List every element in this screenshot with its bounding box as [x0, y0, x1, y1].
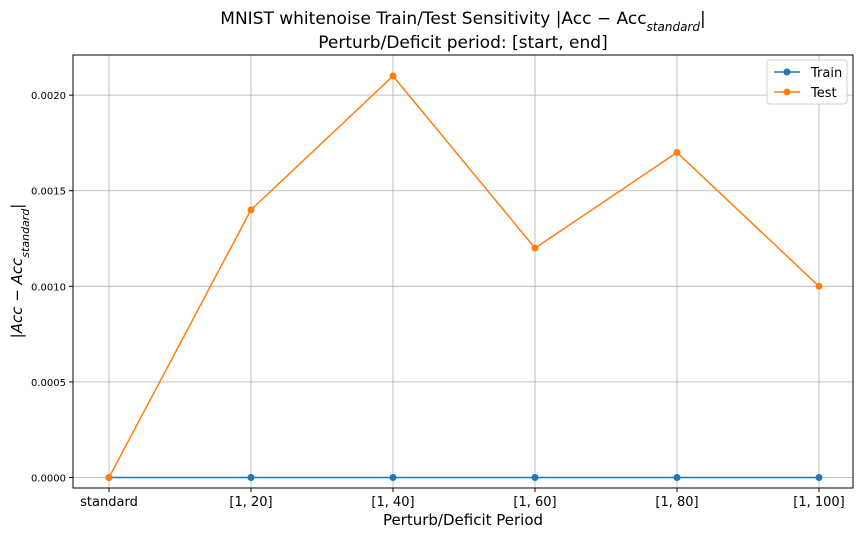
grid-lines	[73, 55, 853, 488]
x-tick-label: [1, 100]	[793, 495, 845, 510]
series-test	[105, 72, 823, 481]
x-tick-label: [1, 60]	[513, 495, 556, 510]
chart-subtitle: Perturb/Deficit period: [start, end]	[318, 33, 607, 53]
x-tick-label: [1, 80]	[655, 495, 698, 510]
series-line	[108, 74, 820, 478]
x-tick-label: [1, 40]	[371, 495, 414, 510]
data-point	[247, 473, 255, 481]
chart-title: MNIST whitenoise Train/Test Sensitivity …	[220, 9, 705, 34]
legend-item-test: Test	[774, 86, 837, 101]
legend-item-train: Train	[774, 66, 842, 81]
legend: Train Test	[766, 59, 848, 105]
legend-marker	[783, 68, 791, 76]
x-axis-label: Perturb/Deficit Period	[383, 511, 543, 529]
data-point	[389, 72, 397, 80]
legend-label: Test	[810, 86, 837, 101]
data-point	[389, 473, 397, 481]
y-axis-label-subscript: standard	[19, 208, 32, 258]
y-tick-label: 0.0005	[31, 378, 66, 389]
y-tick-label: 0.0020	[31, 91, 66, 102]
data-point	[673, 148, 681, 156]
data-point	[247, 206, 255, 214]
series-train	[105, 473, 823, 481]
legend-label: Train	[810, 66, 842, 81]
x-tick-label: [1, 20]	[229, 495, 272, 510]
plot-area: standard [1, 20] [1, 40] [1, 60] [1, 80] [1, …	[31, 54, 854, 510]
y-ticks: 0.0000 0.0005 0.0010 0.0015 0.0020	[31, 91, 73, 484]
x-tick-label: standard	[80, 495, 138, 510]
data-point	[531, 244, 539, 252]
data-point	[531, 473, 539, 481]
y-axis-label: |Acc − Accstandard|	[8, 204, 32, 339]
y-tick-label: 0.0015	[31, 187, 66, 198]
data-point	[105, 473, 113, 481]
y-tick-label: 0.0010	[31, 282, 66, 293]
x-ticks: standard [1, 20] [1, 40] [1, 60] [1, 80] [1, …	[80, 488, 845, 510]
y-tick-label: 0.0000	[31, 473, 66, 484]
legend-marker	[783, 88, 791, 96]
data-point	[815, 473, 823, 481]
chart-title-subscript: standard	[647, 20, 701, 34]
plot-frame	[72, 54, 854, 489]
data-point	[815, 282, 823, 290]
data-point	[673, 473, 681, 481]
series-layer	[105, 72, 823, 481]
